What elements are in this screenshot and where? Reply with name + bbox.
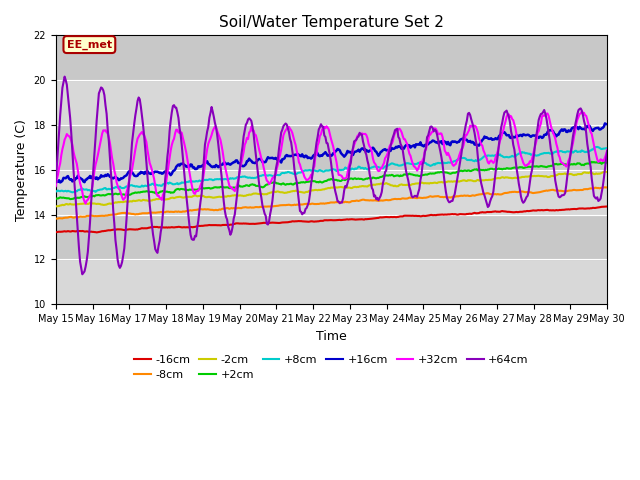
-2cm xyxy=(590,171,598,177)
+32cm xyxy=(82,201,90,206)
-16cm xyxy=(351,217,359,223)
-16cm xyxy=(52,229,60,235)
+8cm xyxy=(505,155,513,160)
Bar xyxy=(56,125,607,170)
+64cm xyxy=(61,74,68,80)
+2cm xyxy=(67,196,74,202)
Bar xyxy=(56,260,607,304)
+2cm xyxy=(315,180,323,185)
-16cm xyxy=(318,218,326,224)
+32cm xyxy=(52,183,60,189)
+2cm xyxy=(588,159,596,165)
+8cm xyxy=(52,189,60,194)
+32cm xyxy=(318,126,326,132)
+2cm xyxy=(52,196,60,202)
-8cm xyxy=(505,190,513,195)
Bar xyxy=(56,36,607,80)
+32cm xyxy=(578,108,586,114)
+64cm xyxy=(319,124,327,130)
+2cm xyxy=(318,180,326,185)
+64cm xyxy=(316,124,324,130)
+16cm xyxy=(381,146,389,152)
+2cm xyxy=(592,159,600,165)
+32cm xyxy=(351,139,359,145)
+64cm xyxy=(353,137,360,143)
+8cm xyxy=(381,164,389,169)
-8cm xyxy=(604,184,611,190)
+2cm xyxy=(351,175,359,181)
+32cm xyxy=(592,152,600,158)
-2cm xyxy=(52,204,60,209)
-16cm xyxy=(505,209,513,215)
+8cm xyxy=(318,168,326,174)
-2cm xyxy=(317,187,325,193)
X-axis label: Time: Time xyxy=(316,330,347,343)
-8cm xyxy=(591,185,599,191)
+32cm xyxy=(604,147,611,153)
-2cm xyxy=(504,175,511,180)
Y-axis label: Temperature (C): Temperature (C) xyxy=(15,119,28,221)
Line: +8cm: +8cm xyxy=(56,147,607,192)
Text: EE_met: EE_met xyxy=(67,39,112,50)
-16cm xyxy=(604,204,611,209)
Line: -8cm: -8cm xyxy=(56,187,607,218)
+2cm xyxy=(381,173,389,179)
Title: Soil/Water Temperature Set 2: Soil/Water Temperature Set 2 xyxy=(219,15,444,30)
-8cm xyxy=(601,184,609,190)
Line: -16cm: -16cm xyxy=(56,206,607,232)
-16cm xyxy=(93,229,100,235)
+64cm xyxy=(79,271,86,277)
Bar xyxy=(56,170,607,215)
+8cm xyxy=(591,144,599,150)
-2cm xyxy=(350,184,358,190)
+16cm xyxy=(52,178,60,183)
-16cm xyxy=(602,204,610,209)
-8cm xyxy=(52,216,60,221)
+64cm xyxy=(52,180,60,185)
+2cm xyxy=(604,160,611,166)
-8cm xyxy=(351,198,359,204)
-16cm xyxy=(315,218,323,224)
+64cm xyxy=(506,119,514,125)
+8cm xyxy=(604,145,611,151)
+64cm xyxy=(604,148,611,154)
Line: +64cm: +64cm xyxy=(56,77,607,274)
+16cm xyxy=(505,132,513,138)
Bar xyxy=(56,215,607,260)
+16cm xyxy=(56,180,64,185)
+8cm xyxy=(315,168,323,173)
Line: +32cm: +32cm xyxy=(56,111,607,204)
+16cm xyxy=(315,153,323,158)
-8cm xyxy=(53,216,61,221)
-8cm xyxy=(315,201,323,207)
Legend: -16cm, -8cm, -2cm, +2cm, +8cm, +16cm, +32cm, +64cm: -16cm, -8cm, -2cm, +2cm, +8cm, +16cm, +3… xyxy=(130,350,533,385)
+32cm xyxy=(315,140,323,145)
+2cm xyxy=(505,166,513,171)
Line: +16cm: +16cm xyxy=(56,123,607,182)
+16cm xyxy=(351,149,359,155)
+16cm xyxy=(318,153,326,159)
-2cm xyxy=(314,187,321,193)
-2cm xyxy=(380,181,388,187)
-2cm xyxy=(601,169,609,175)
Line: -2cm: -2cm xyxy=(56,172,607,206)
+64cm xyxy=(592,196,600,202)
+8cm xyxy=(351,166,359,171)
+16cm xyxy=(604,121,611,127)
+8cm xyxy=(68,190,76,195)
+16cm xyxy=(601,120,609,126)
+16cm xyxy=(591,126,599,132)
-16cm xyxy=(381,214,389,220)
-16cm xyxy=(591,205,599,211)
Bar xyxy=(56,80,607,125)
+8cm xyxy=(593,144,601,150)
+32cm xyxy=(505,111,513,117)
-2cm xyxy=(604,169,611,175)
+32cm xyxy=(381,156,389,161)
-8cm xyxy=(381,197,389,203)
Line: +2cm: +2cm xyxy=(56,162,607,199)
+64cm xyxy=(382,168,390,173)
-8cm xyxy=(318,201,326,206)
